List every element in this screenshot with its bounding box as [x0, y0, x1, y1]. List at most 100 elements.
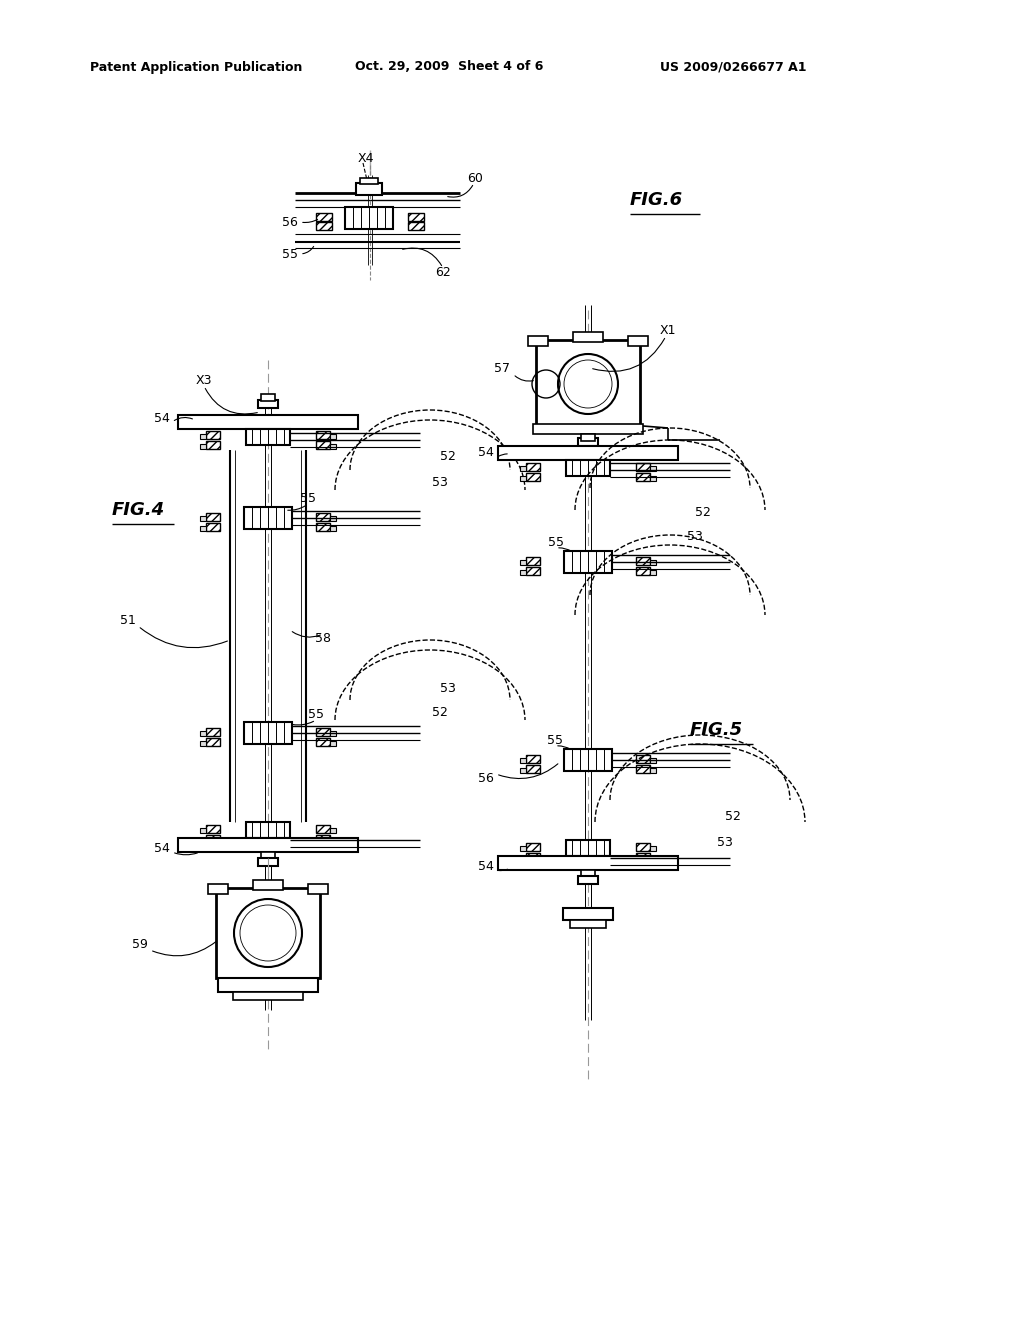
Bar [636, 853, 650, 861]
Bar [200, 525, 206, 531]
Bar [178, 414, 358, 429]
Text: X1: X1 [660, 323, 677, 337]
Bar [253, 880, 283, 890]
Bar [520, 846, 526, 851]
Bar [261, 393, 275, 401]
Bar [316, 513, 330, 521]
Bar [636, 473, 650, 480]
Bar [534, 424, 643, 434]
Bar [200, 731, 206, 737]
Bar [636, 557, 650, 565]
Bar [233, 993, 303, 1001]
Bar [636, 755, 650, 763]
Bar [244, 722, 292, 744]
Text: 55: 55 [300, 491, 316, 504]
Bar [330, 525, 336, 531]
Bar [316, 825, 330, 833]
Text: 53: 53 [717, 837, 733, 850]
Bar [408, 213, 424, 220]
Text: US 2009/0266677 A1: US 2009/0266677 A1 [660, 61, 807, 74]
Bar [345, 207, 393, 228]
Bar [200, 516, 206, 521]
Bar [566, 840, 610, 855]
Bar [206, 513, 220, 521]
Text: 62: 62 [435, 265, 451, 279]
Bar [498, 446, 678, 459]
Bar [200, 828, 206, 833]
Bar [526, 557, 540, 565]
Bar [330, 516, 336, 521]
Bar [650, 846, 656, 851]
Bar [578, 438, 598, 446]
Bar [650, 758, 656, 763]
Bar [636, 843, 650, 851]
Bar [566, 459, 610, 477]
Bar [316, 441, 330, 449]
Text: 53: 53 [432, 475, 447, 488]
Text: 53: 53 [440, 681, 456, 694]
Bar [200, 444, 206, 449]
Text: 53: 53 [687, 529, 702, 543]
Bar [636, 766, 650, 774]
Bar [650, 855, 656, 861]
Text: 52: 52 [432, 705, 447, 718]
Bar [330, 444, 336, 449]
Bar [330, 828, 336, 833]
Bar [316, 432, 330, 440]
Bar [526, 766, 540, 774]
Bar [178, 838, 358, 851]
Text: 60: 60 [467, 172, 483, 185]
Bar [520, 466, 526, 471]
Bar [526, 568, 540, 576]
Bar [628, 337, 648, 346]
Text: 56: 56 [478, 771, 494, 784]
Bar [218, 978, 318, 993]
Bar [330, 838, 336, 843]
Bar [520, 855, 526, 861]
Text: FIG.6: FIG.6 [630, 191, 683, 209]
Bar [650, 570, 656, 576]
Bar [216, 888, 319, 978]
Bar [261, 851, 275, 859]
Bar [528, 337, 548, 346]
Text: 55: 55 [282, 248, 298, 261]
Bar [206, 836, 220, 843]
Bar [308, 884, 328, 894]
Bar [498, 855, 678, 870]
Bar [330, 731, 336, 737]
Bar [526, 853, 540, 861]
Bar [246, 429, 290, 445]
Bar [564, 550, 612, 573]
Text: 57: 57 [494, 362, 510, 375]
Bar [244, 507, 292, 529]
Bar [206, 825, 220, 833]
Bar [200, 741, 206, 746]
Bar [526, 755, 540, 763]
Bar [520, 758, 526, 763]
Bar [316, 738, 330, 746]
Text: 55: 55 [308, 708, 324, 721]
Bar [316, 213, 332, 220]
Bar [356, 183, 382, 195]
Bar [200, 434, 206, 440]
Text: Oct. 29, 2009  Sheet 4 of 6: Oct. 29, 2009 Sheet 4 of 6 [355, 61, 544, 74]
Text: 56: 56 [283, 215, 298, 228]
Text: 54: 54 [478, 446, 494, 459]
Bar [316, 222, 332, 230]
Bar [520, 768, 526, 774]
Text: 54: 54 [155, 842, 170, 854]
Bar [578, 876, 598, 884]
Bar [520, 477, 526, 480]
Text: 52: 52 [440, 450, 456, 462]
Text: X4: X4 [358, 152, 375, 165]
Bar [581, 434, 595, 441]
Bar [330, 741, 336, 746]
Bar [636, 568, 650, 576]
Text: 58: 58 [315, 631, 331, 644]
Bar [636, 463, 650, 471]
Bar [360, 178, 378, 183]
Text: FIG.4: FIG.4 [112, 502, 165, 519]
Bar [520, 570, 526, 576]
Text: 55: 55 [547, 734, 563, 747]
Bar [200, 838, 206, 843]
